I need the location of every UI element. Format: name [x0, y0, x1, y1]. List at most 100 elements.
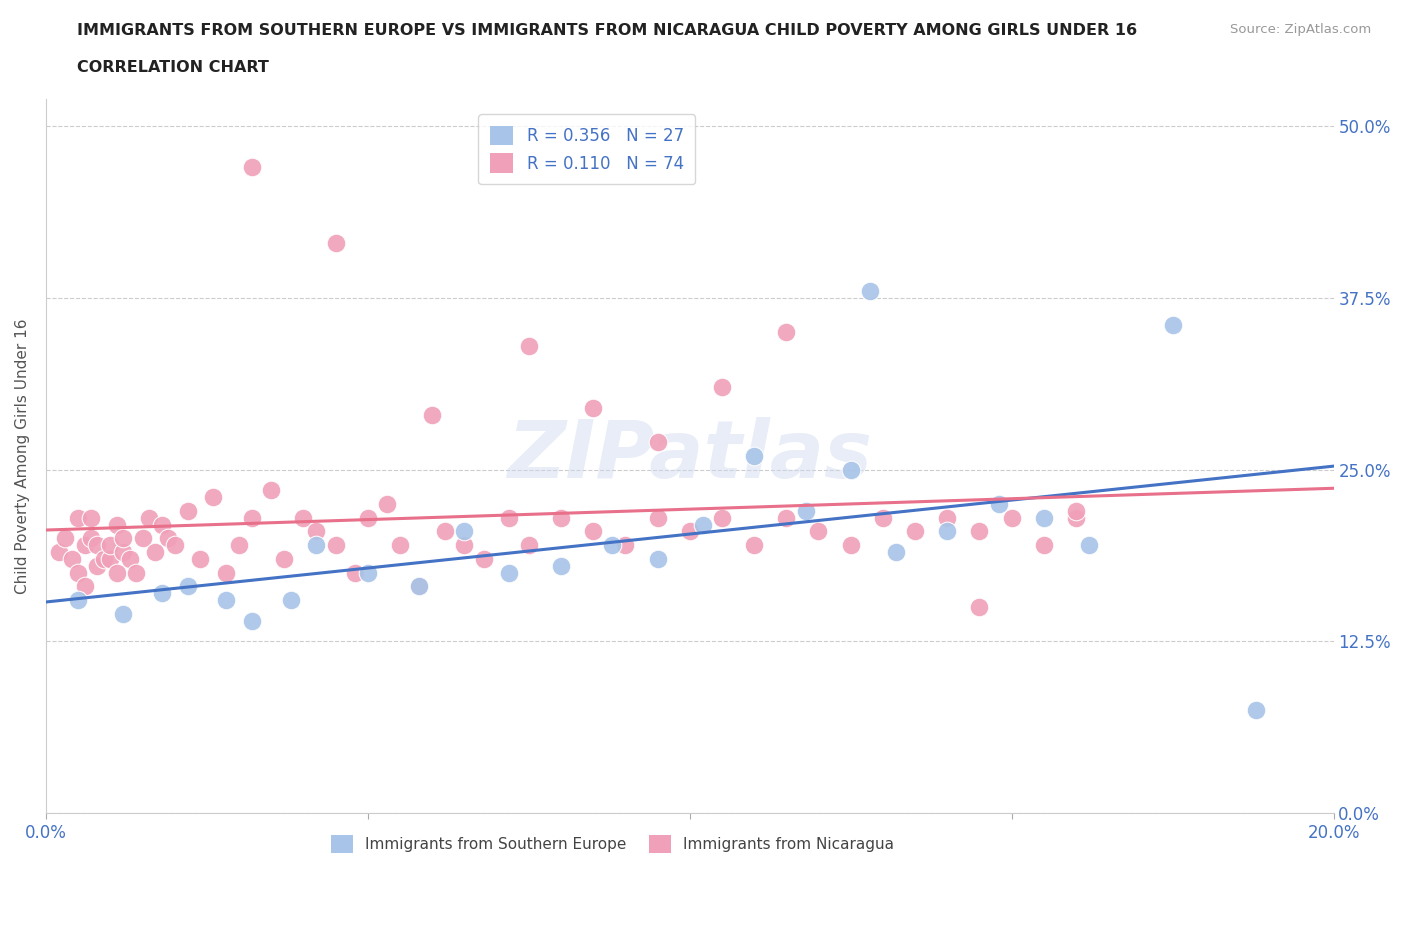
Point	[125, 565, 148, 580]
Point	[150, 586, 173, 601]
Point	[679, 524, 702, 538]
Point	[517, 339, 540, 353]
Point	[357, 565, 380, 580]
Point	[112, 606, 135, 621]
Legend: Immigrants from Southern Europe, Immigrants from Nicaragua: Immigrants from Southern Europe, Immigra…	[325, 830, 900, 859]
Text: IMMIGRANTS FROM SOUTHERN EUROPE VS IMMIGRANTS FROM NICARAGUA CHILD POVERTY AMONG: IMMIGRANTS FROM SOUTHERN EUROPE VS IMMIG…	[77, 23, 1137, 38]
Point	[647, 434, 669, 449]
Point	[472, 551, 495, 566]
Point	[408, 579, 430, 594]
Point	[794, 503, 817, 518]
Point	[202, 490, 225, 505]
Point	[112, 531, 135, 546]
Point	[157, 531, 180, 546]
Point	[86, 558, 108, 573]
Point	[742, 448, 765, 463]
Point	[602, 538, 624, 552]
Point	[1246, 703, 1268, 718]
Point	[215, 565, 238, 580]
Point	[260, 483, 283, 498]
Point	[305, 538, 328, 552]
Point	[1064, 503, 1087, 518]
Point	[647, 551, 669, 566]
Point	[98, 538, 121, 552]
Point	[176, 579, 198, 594]
Point	[150, 517, 173, 532]
Point	[807, 524, 830, 538]
Point	[969, 524, 991, 538]
Point	[67, 511, 90, 525]
Point	[228, 538, 250, 552]
Point	[517, 538, 540, 552]
Point	[904, 524, 927, 538]
Point	[73, 579, 96, 594]
Point	[1032, 538, 1054, 552]
Point	[859, 284, 882, 299]
Point	[176, 503, 198, 518]
Point	[357, 511, 380, 525]
Text: ZIPatlas: ZIPatlas	[508, 417, 872, 495]
Point	[292, 511, 315, 525]
Point	[775, 511, 797, 525]
Point	[936, 511, 959, 525]
Point	[389, 538, 412, 552]
Point	[408, 579, 430, 594]
Point	[453, 524, 475, 538]
Point	[105, 565, 128, 580]
Point	[839, 538, 862, 552]
Point	[453, 538, 475, 552]
Point	[550, 511, 572, 525]
Point	[145, 545, 167, 560]
Point	[305, 524, 328, 538]
Point	[48, 545, 70, 560]
Point	[1064, 511, 1087, 525]
Point	[742, 538, 765, 552]
Point	[1161, 318, 1184, 333]
Point	[93, 551, 115, 566]
Point	[118, 551, 141, 566]
Point	[582, 524, 605, 538]
Point	[215, 592, 238, 607]
Point	[647, 511, 669, 525]
Point	[775, 325, 797, 339]
Point	[240, 511, 263, 525]
Point	[614, 538, 637, 552]
Point	[1077, 538, 1099, 552]
Point	[987, 497, 1010, 512]
Point	[969, 600, 991, 615]
Point	[86, 538, 108, 552]
Point	[375, 497, 398, 512]
Point	[73, 538, 96, 552]
Point	[280, 592, 302, 607]
Point	[884, 545, 907, 560]
Point	[190, 551, 212, 566]
Point	[138, 511, 160, 525]
Point	[98, 551, 121, 566]
Point	[839, 462, 862, 477]
Point	[710, 379, 733, 394]
Point	[80, 511, 103, 525]
Point	[131, 531, 153, 546]
Point	[67, 592, 90, 607]
Point	[936, 524, 959, 538]
Point	[498, 565, 520, 580]
Point	[240, 160, 263, 175]
Point	[325, 235, 347, 250]
Point	[434, 524, 457, 538]
Point	[325, 538, 347, 552]
Point	[80, 531, 103, 546]
Point	[692, 517, 714, 532]
Point	[550, 558, 572, 573]
Point	[420, 407, 443, 422]
Point	[343, 565, 366, 580]
Point	[60, 551, 83, 566]
Point	[67, 565, 90, 580]
Text: Source: ZipAtlas.com: Source: ZipAtlas.com	[1230, 23, 1371, 36]
Point	[498, 511, 520, 525]
Point	[105, 517, 128, 532]
Point	[710, 511, 733, 525]
Point	[112, 545, 135, 560]
Point	[582, 401, 605, 416]
Point	[240, 614, 263, 629]
Point	[1032, 511, 1054, 525]
